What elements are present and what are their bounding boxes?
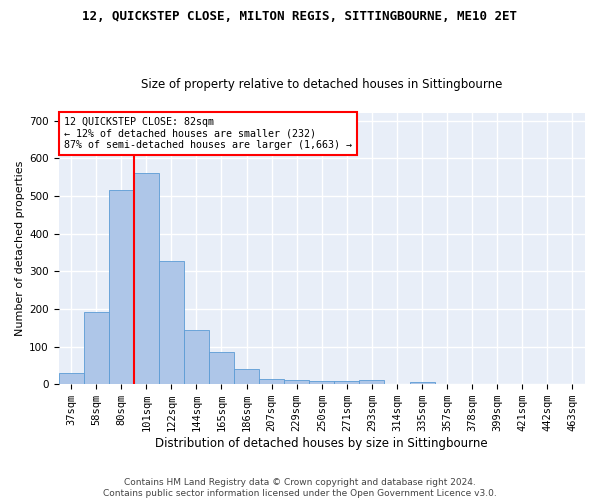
Bar — [309, 381, 334, 384]
Bar — [234, 369, 259, 384]
Bar — [359, 380, 385, 384]
Bar — [410, 382, 434, 384]
Bar — [259, 380, 284, 384]
Text: Contains HM Land Registry data © Crown copyright and database right 2024.
Contai: Contains HM Land Registry data © Crown c… — [103, 478, 497, 498]
Bar — [159, 260, 184, 384]
Bar — [284, 380, 309, 384]
Bar — [109, 190, 134, 384]
Bar — [59, 373, 83, 384]
Text: 12, QUICKSTEP CLOSE, MILTON REGIS, SITTINGBOURNE, ME10 2ET: 12, QUICKSTEP CLOSE, MILTON REGIS, SITTI… — [83, 10, 517, 23]
Bar — [134, 174, 159, 384]
Bar — [334, 381, 359, 384]
Y-axis label: Number of detached properties: Number of detached properties — [15, 161, 25, 336]
Title: Size of property relative to detached houses in Sittingbourne: Size of property relative to detached ho… — [141, 78, 502, 91]
Bar — [184, 330, 209, 384]
Bar — [209, 352, 234, 384]
X-axis label: Distribution of detached houses by size in Sittingbourne: Distribution of detached houses by size … — [155, 437, 488, 450]
Bar — [83, 312, 109, 384]
Text: 12 QUICKSTEP CLOSE: 82sqm
← 12% of detached houses are smaller (232)
87% of semi: 12 QUICKSTEP CLOSE: 82sqm ← 12% of detac… — [64, 117, 352, 150]
